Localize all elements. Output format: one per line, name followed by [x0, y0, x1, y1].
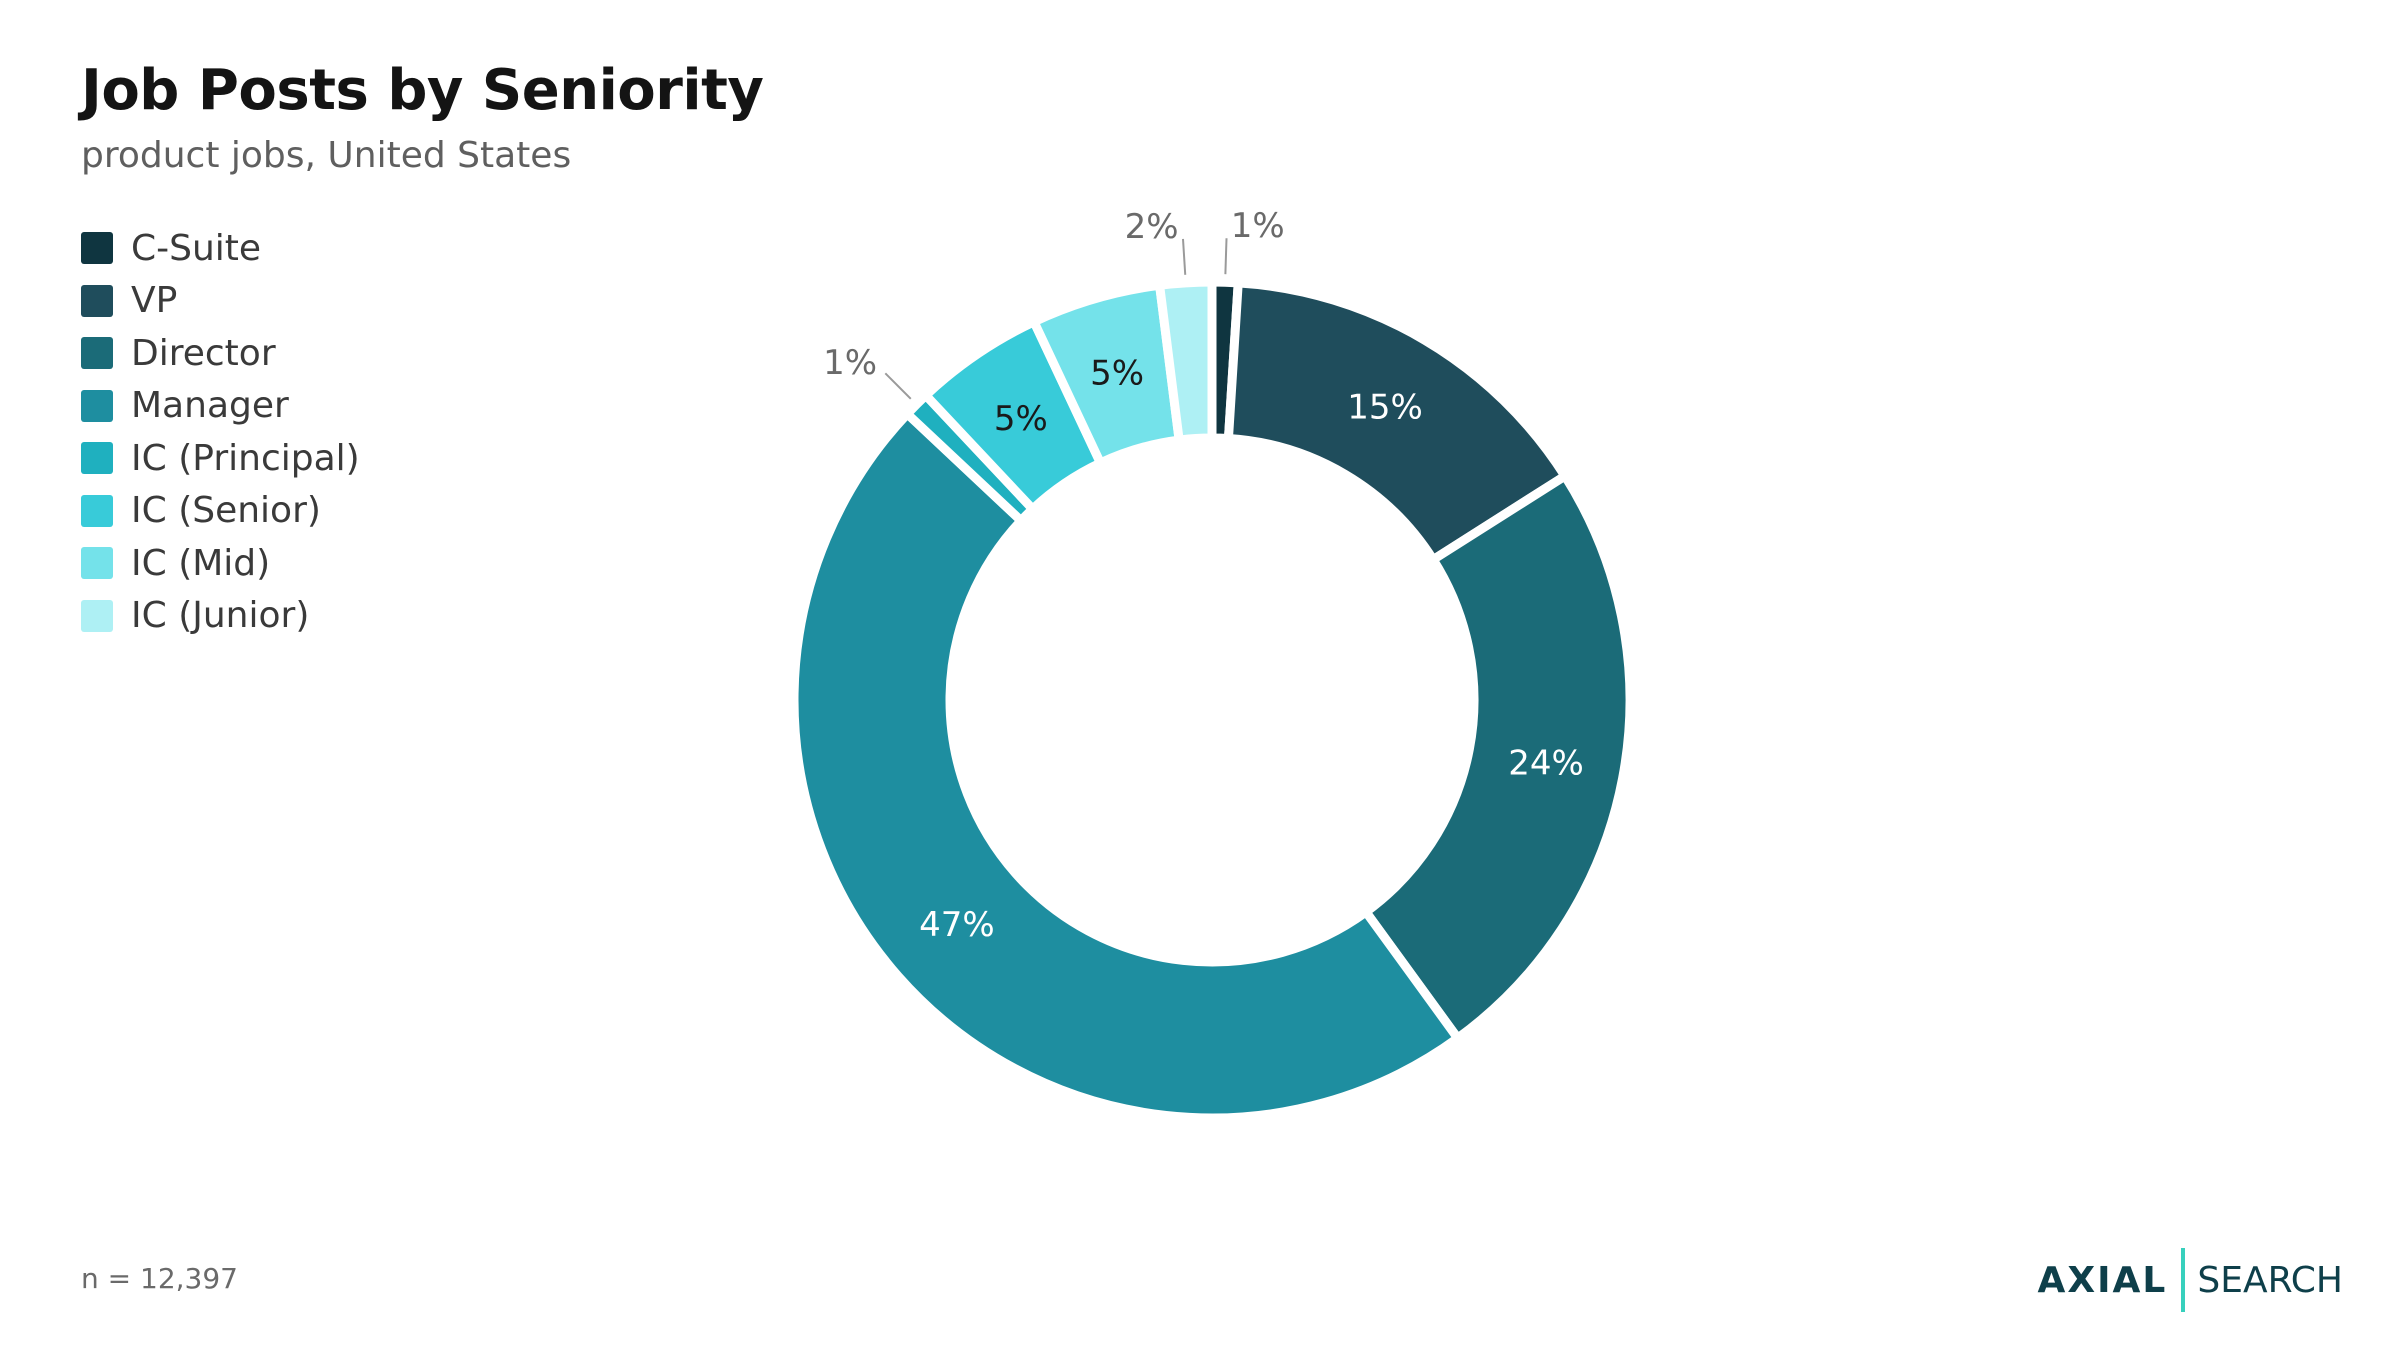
- legend-label: C-Suite: [131, 227, 262, 269]
- data-label: 1%: [823, 343, 877, 383]
- legend-item: VP: [81, 275, 360, 328]
- brand-divider: [2181, 1248, 2186, 1312]
- legend-item: IC (Junior): [81, 590, 360, 643]
- legend-item: IC (Principal): [81, 432, 360, 485]
- donut-slice: [1223, 278, 1572, 566]
- legend-item: Director: [81, 327, 360, 380]
- brand-logo: AXIAL SEARCH: [2038, 1248, 2343, 1312]
- donut-slice: [1154, 277, 1217, 446]
- data-label: 5%: [1090, 354, 1144, 394]
- chart-title: Job Posts by Seniority: [81, 58, 764, 123]
- data-label: 24%: [1508, 744, 1584, 784]
- legend-item: C-Suite: [81, 222, 360, 275]
- legend-swatch: [81, 284, 113, 317]
- data-label: 15%: [1347, 387, 1423, 427]
- legend-label: Director: [131, 332, 276, 374]
- data-label: 2%: [1125, 207, 1179, 247]
- legend-swatch: [81, 547, 113, 580]
- legend-label: IC (Principal): [131, 437, 360, 479]
- data-label: 1%: [1231, 206, 1285, 246]
- legend-label: IC (Mid): [131, 542, 271, 584]
- leader-line: [884, 372, 912, 400]
- legend-swatch: [81, 442, 113, 475]
- legend-swatch: [81, 337, 113, 370]
- legend-swatch: [81, 599, 113, 632]
- data-label: 47%: [919, 905, 995, 945]
- leader-line: [1224, 238, 1228, 275]
- legend-swatch: [81, 232, 113, 265]
- donut-slice: [789, 407, 1464, 1123]
- chart-legend: C-Suite VP Director Manager IC (Principal) IC…: [81, 222, 360, 642]
- legend-label: IC (Senior): [131, 490, 321, 532]
- data-label: 5%: [994, 399, 1048, 439]
- legend-label: Manager: [131, 385, 289, 427]
- legend-swatch: [81, 494, 113, 527]
- legend-item: IC (Senior): [81, 485, 360, 538]
- leader-line: [1181, 238, 1187, 275]
- legend-item: Manager: [81, 380, 360, 433]
- legend-label: VP: [131, 280, 178, 322]
- donut-slice: [1359, 469, 1635, 1045]
- chart-subtitle: product jobs, United States: [81, 135, 572, 176]
- legend-swatch: [81, 389, 113, 422]
- brand-primary: AXIAL: [2037, 1259, 2168, 1301]
- brand-secondary: SEARCH: [2197, 1259, 2343, 1301]
- legend-item: IC (Mid): [81, 537, 360, 590]
- sample-size-note: n = 12,397: [81, 1262, 238, 1295]
- legend-label: IC (Junior): [131, 595, 310, 637]
